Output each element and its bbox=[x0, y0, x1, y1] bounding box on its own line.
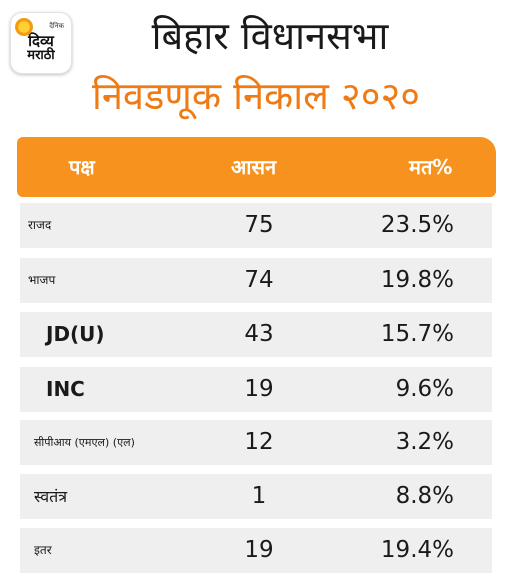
party-name: राजद bbox=[28, 218, 52, 232]
seat-count: 74 bbox=[244, 267, 274, 293]
vote-share: 15.7% bbox=[380, 321, 454, 347]
table-row: स्वतंत्र 1 8.8% bbox=[20, 474, 492, 519]
vote-share: 9.6% bbox=[395, 376, 454, 402]
seat-count: 19 bbox=[244, 537, 274, 563]
logo-small-text: दैनिक bbox=[49, 22, 64, 30]
header-party: पक्ष bbox=[69, 155, 95, 179]
vote-share: 19.4% bbox=[380, 537, 454, 563]
header-seats: आसन bbox=[231, 155, 277, 179]
seat-count: 43 bbox=[244, 321, 274, 347]
party-name: भाजप bbox=[28, 273, 56, 287]
seat-count: 19 bbox=[244, 376, 274, 402]
vote-share: 23.5% bbox=[380, 212, 454, 238]
seat-count: 75 bbox=[244, 212, 274, 238]
page-subtitle: निवडणूक निकाल २०२० bbox=[92, 74, 420, 118]
seat-count: 12 bbox=[244, 429, 274, 455]
divya-marathi-logo: दैनिक दिव्य मराठी bbox=[10, 12, 72, 74]
vote-share: 19.8% bbox=[380, 267, 454, 293]
party-name: इतर bbox=[34, 543, 52, 557]
table-row: सीपीआय (एमएल) (एल) 12 3.2% bbox=[20, 420, 492, 465]
party-name: JD(U) bbox=[46, 322, 105, 346]
table-header: पक्ष आसन मत% bbox=[17, 137, 496, 197]
party-name: स्वतंत्र bbox=[34, 487, 68, 506]
header-vote-share: मत% bbox=[409, 155, 453, 179]
vote-share: 3.2% bbox=[395, 429, 454, 455]
seat-count: 1 bbox=[251, 483, 267, 509]
sun-icon bbox=[15, 18, 33, 36]
table-row: राजद 75 23.5% bbox=[20, 203, 492, 248]
page-title: बिहार विधानसभा bbox=[151, 14, 389, 58]
table-row: इतर 19 19.4% bbox=[20, 528, 492, 573]
party-name: सीपीआय (एमएल) (एल) bbox=[34, 436, 135, 449]
table-row: INC 19 9.6% bbox=[20, 367, 492, 412]
table-row: भाजप 74 19.8% bbox=[20, 258, 492, 303]
party-name: INC bbox=[46, 377, 85, 401]
logo-text-line1: दिव्य bbox=[28, 32, 54, 50]
table-row: JD(U) 43 15.7% bbox=[20, 312, 492, 357]
vote-share: 8.8% bbox=[395, 483, 454, 509]
logo-text-line2: मराठी bbox=[27, 48, 55, 63]
